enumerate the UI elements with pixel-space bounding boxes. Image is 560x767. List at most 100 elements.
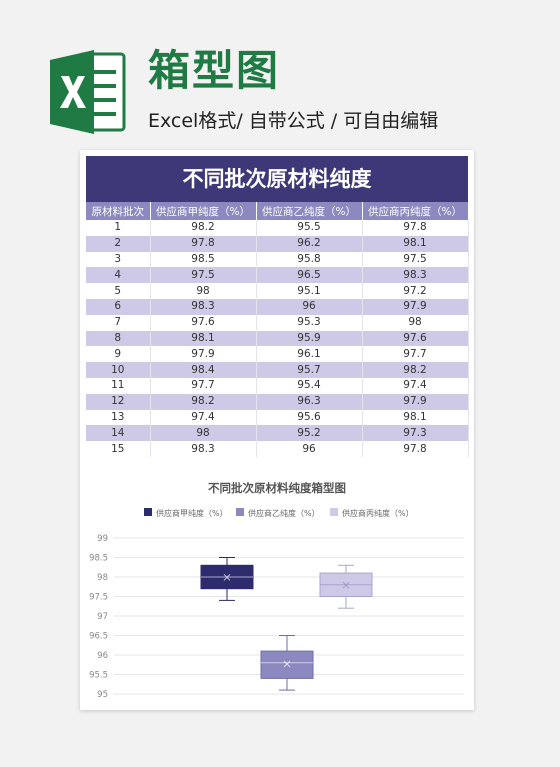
cell-purity: 98.4 [150, 362, 257, 378]
y-tick-label: 98.5 [89, 554, 108, 564]
cell-purity: 98.1 [362, 235, 469, 252]
table-row: 2 97.8 96.2 98.1 [86, 235, 469, 252]
chart-plot-area: 95 95.5 96 96.5 97 97.5 98 98.5 99 [89, 534, 464, 700]
cell-purity: 95.5 [256, 220, 363, 236]
table-row: 13 97.4 95.6 98.1 [86, 409, 469, 426]
legend-swatch [144, 508, 152, 516]
y-tick-label: 99 [97, 534, 108, 544]
cell-batch: 13 [86, 409, 151, 426]
cell-batch: 7 [86, 314, 151, 331]
column-header-supplier-a: 供应商甲纯度（%） [150, 202, 257, 220]
cell-purity: 96 [256, 441, 363, 457]
table-row: 14 98 95.2 97.3 [86, 425, 469, 442]
cell-batch: 15 [86, 441, 151, 457]
cell-purity: 95.3 [256, 314, 363, 331]
cell-purity: 98.3 [362, 267, 469, 284]
cell-purity: 98.3 [150, 298, 257, 315]
legend-label: 供应商甲纯度（%） [156, 508, 228, 518]
cell-purity: 97.7 [150, 377, 257, 394]
cell-purity: 95.9 [256, 330, 363, 347]
table-body: 1 98.2 95.5 97.8 2 97.8 96.2 98.1 3 98.5 95.8 97.5 4… [86, 220, 469, 457]
page-subtitle: Excel格式/ 自带公式 / 可自由编辑 [148, 110, 439, 132]
table-row: 9 97.9 96.1 97.7 [86, 346, 469, 363]
legend-label: 供应商丙纯度（%） [342, 508, 414, 518]
table-header-row: 原材料批次 供应商甲纯度（%） 供应商乙纯度（%） 供应商丙纯度（%） [86, 202, 469, 220]
cell-purity: 97.8 [362, 220, 469, 236]
table-row: 12 98.2 96.3 97.9 [86, 393, 469, 410]
y-tick-label: 97.5 [89, 593, 108, 603]
cell-purity: 98.2 [150, 220, 257, 236]
table-row: 1 98.2 95.5 97.8 [86, 220, 469, 236]
table-row: 11 97.7 95.4 97.4 [86, 377, 469, 394]
cell-purity: 97.5 [150, 267, 257, 284]
cell-batch: 12 [86, 393, 151, 410]
y-tick-label: 96 [97, 651, 108, 661]
cell-batch: 4 [86, 267, 151, 284]
cell-purity: 96.1 [256, 346, 363, 363]
page-title: 箱型图 [148, 46, 281, 95]
cell-batch: 2 [86, 235, 151, 252]
mean-marker [223, 574, 231, 581]
box [260, 650, 314, 679]
cell-batch: 6 [86, 298, 151, 315]
column-header-supplier-b: 供应商乙纯度（%） [256, 202, 363, 220]
cell-purity: 97.4 [150, 409, 257, 426]
table-row: 5 98 95.1 97.2 [86, 283, 469, 299]
excel-logo-icon [50, 50, 126, 134]
cell-batch: 10 [86, 362, 151, 378]
table-row: 6 98.3 96 97.9 [86, 298, 469, 315]
column-header-batch: 原材料批次 [86, 202, 151, 220]
cell-batch: 3 [86, 251, 151, 268]
purity-table: 原材料批次 供应商甲纯度（%） 供应商乙纯度（%） 供应商丙纯度（%） 1 98.… [86, 202, 469, 457]
cell-purity: 97.4 [362, 377, 469, 394]
cell-purity: 97.8 [150, 235, 257, 252]
cell-batch: 11 [86, 377, 151, 394]
cell-purity: 96.5 [256, 267, 363, 284]
table-row: 15 98.3 96 97.8 [86, 441, 469, 457]
cell-purity: 96.2 [256, 235, 363, 252]
cell-purity: 97.6 [150, 314, 257, 331]
chart-legend: 供应商甲纯度（%） 供应商乙纯度（%） 供应商丙纯度（%） [144, 508, 414, 518]
cell-purity: 95.4 [256, 377, 363, 394]
cell-purity: 98.2 [150, 393, 257, 410]
cell-batch: 14 [86, 425, 151, 442]
cell-batch: 9 [86, 346, 151, 363]
y-tick-label: 95 [97, 690, 108, 700]
box-plot-chart: 不同批次原材料纯度箱型图 供应商甲纯度（%） 供应商乙纯度（%） 供应商丙纯度（%）… [89, 481, 464, 700]
y-tick-label: 96.5 [89, 632, 108, 642]
legend-swatch [236, 508, 244, 516]
table-row: 7 97.6 95.3 98 [86, 314, 469, 331]
chart-title: 不同批次原材料纯度箱型图 [208, 481, 346, 495]
cell-purity: 97.9 [362, 298, 469, 315]
cell-purity: 97.3 [362, 425, 469, 442]
cell-purity: 95.1 [256, 283, 363, 299]
table-row: 4 97.5 96.5 98.3 [86, 267, 469, 284]
cell-purity: 98.5 [150, 251, 257, 268]
cell-purity: 95.2 [256, 425, 363, 442]
y-tick-label: 95.5 [89, 671, 108, 681]
cell-purity: 98.1 [362, 409, 469, 426]
cell-purity: 98 [362, 314, 469, 331]
mean-marker [342, 581, 350, 589]
y-tick-label: 98 [97, 573, 108, 583]
column-header-supplier-c: 供应商丙纯度（%） [362, 202, 469, 220]
table-row: 8 98.1 95.9 97.6 [86, 330, 469, 347]
cell-purity: 95.8 [256, 251, 363, 268]
cell-purity: 95.6 [256, 409, 363, 426]
cell-purity: 97.6 [362, 330, 469, 347]
cell-purity: 96.3 [256, 393, 363, 410]
table-row: 3 98.5 95.8 97.5 [86, 251, 469, 268]
table-row: 10 98.4 95.7 98.2 [86, 362, 469, 378]
cell-purity: 96 [256, 298, 363, 315]
cell-purity: 97.9 [150, 346, 257, 363]
legend-label: 供应商乙纯度（%） [248, 508, 320, 518]
cell-purity: 97.7 [362, 346, 469, 363]
cell-purity: 98.1 [150, 330, 257, 347]
cell-purity: 97.2 [362, 283, 469, 299]
cell-batch: 1 [86, 220, 151, 236]
cell-purity: 97.8 [362, 441, 469, 457]
table-title: 不同批次原材料纯度 [86, 156, 468, 202]
cell-batch: 5 [86, 283, 151, 299]
cell-purity: 97.9 [362, 393, 469, 410]
cell-batch: 8 [86, 330, 151, 347]
